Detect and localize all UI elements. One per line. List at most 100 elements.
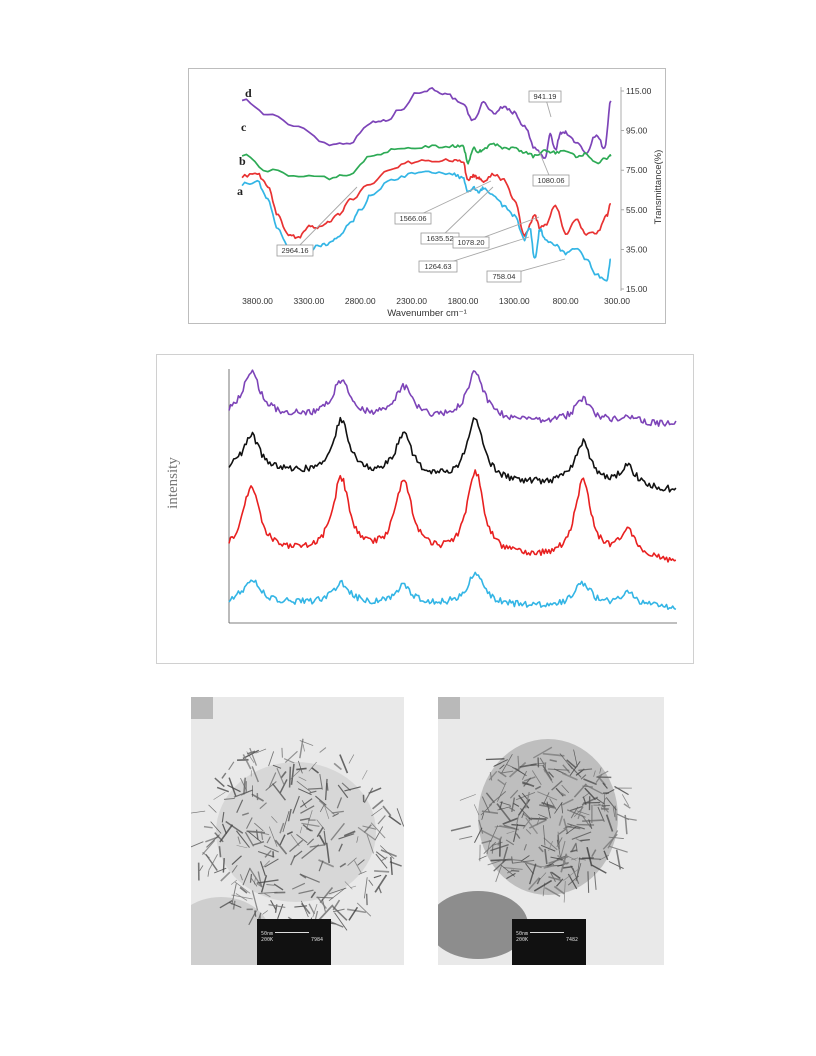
tem-nanorod [231,855,242,866]
tem-nanorod [506,872,516,880]
tem-nanorod [300,900,309,918]
tem-nanorod [253,840,265,846]
tem-nanorod [336,797,343,809]
tem-nanorod [626,817,637,821]
tem-nanorod [343,830,356,837]
tem-nanorod [347,908,367,914]
tem-nanorod [249,747,257,766]
frame-number-left: 7984 [311,937,324,943]
tem-nanorod [522,817,533,829]
tem-nanorod [289,839,304,853]
tem-nanorod [500,864,516,877]
tem-nanorod [507,858,522,862]
tem-nanorod [312,904,318,918]
tem-nanorod [228,901,242,909]
tem-nanorod [567,823,585,830]
tem-nanorod [571,831,592,840]
tem-nanorod [496,803,511,822]
tem-nanorod [562,764,571,774]
tem-nanorod [236,799,244,814]
tem-nanorod [291,882,306,890]
tem-nanorod [591,849,597,857]
ftir-curve-label-d: d [245,86,252,100]
ftir-callout-box [418,260,458,273]
tem-nanorod [548,855,569,865]
tem-nanorod [512,859,535,864]
ftir-chart: 15.00 35.00 55.00 75.00 95.00 115.00 3800.00 33… [237,86,664,319]
tem-nanorod [323,830,327,845]
tem-nanorod [624,814,628,835]
tem-nanorod [550,871,561,880]
tem-nanorod [513,802,520,807]
tem-nanorod [612,807,616,818]
tem-nanorod [588,819,593,830]
tem-nanorod [287,808,292,822]
tem-nanorod [222,857,225,873]
tem-nanorod [239,874,243,881]
tem-nanorod [517,798,531,816]
tem-nanorod [567,873,578,890]
tem-nanorod [344,786,361,792]
tem-nanorod [268,772,277,788]
tem-nanorod [191,841,204,848]
tem-nanorod [567,763,582,778]
ftir-y-tick-label: 55.00 [626,205,648,215]
tem-nanorod [547,768,570,771]
tem-nanorod [310,891,316,899]
tem-nanorod [318,860,324,872]
xrd-series-group [228,369,677,611]
tem-nanorod [537,813,549,819]
tem-nanorod [371,807,383,817]
tem-corner-mark [191,697,213,719]
ftir-callout-label: 941.19 [534,92,557,101]
tem-nanorod [338,843,343,852]
tem-nanorod [203,825,213,829]
tem-nanorod [528,863,537,885]
tem-nanorod [225,820,244,834]
tem-nanorod [564,854,577,861]
tem-nanorod [503,866,523,870]
tem-nanorod [308,903,316,915]
tem-nanorod [509,789,519,799]
tem-nanorod [506,763,519,771]
tem-nanorod [306,827,313,832]
tem-nanorod [543,768,554,784]
tem-nanorod [523,843,527,851]
tem-nanorod [298,776,307,782]
tem-nanorod [380,856,388,862]
tem-nanorod [263,860,271,868]
tem-nanorod [543,837,558,851]
tem-nanorod [318,904,334,921]
tem-nanorod [319,805,325,813]
tem-nanorod [501,754,513,774]
tem-nanorod [544,887,561,898]
tem-nanorod [283,758,295,764]
ftir-y-tick-label: 95.00 [626,126,648,136]
tem-nanorod [299,798,313,808]
tem-nanorod [520,855,530,862]
tem-nanorod [584,784,604,795]
tem-nanorod [273,883,284,891]
ftir-curve-label-b: b [239,154,246,168]
tem-nanorod [348,754,355,764]
tem-nanorod [518,794,530,809]
ftir-y-axis-title: Transmittance(%) [653,150,664,225]
ftir-callout-leader [294,186,358,251]
tem-nanorod [503,824,516,830]
tem-nanorod [263,892,271,898]
tem-nanorod [605,814,614,832]
ftir-callout-leader [439,186,494,239]
xrd-series-0 [228,369,677,427]
tem-nanorod [478,855,487,860]
tem-nanorod [554,801,563,814]
tem-nanorod [264,858,279,868]
tem-nanorod [207,870,210,877]
tem-nanorod [221,772,227,779]
tem-nanorod [598,803,606,808]
tem-nanorod [500,770,514,774]
tem-nanorod [558,828,567,835]
tem-nanorod [485,792,495,804]
tem-nanorod [591,864,607,874]
magnification-left: 200K [261,937,274,943]
tem-nanorod [302,744,305,752]
